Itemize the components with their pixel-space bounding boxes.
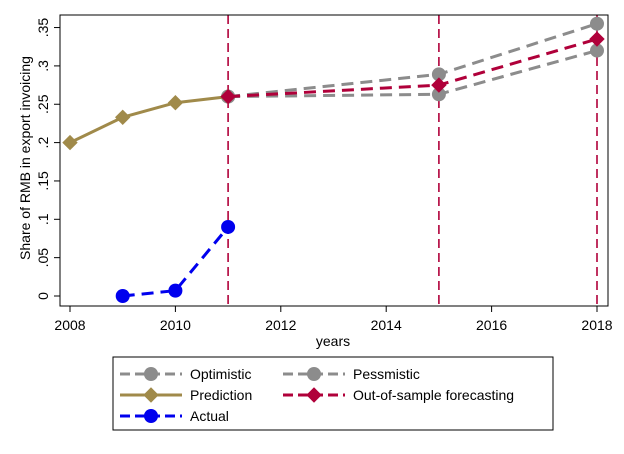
data-point [220, 88, 236, 105]
y-tick-label: .1 [35, 213, 51, 225]
legend-label: Out-of-sample forecasting [353, 387, 514, 403]
series-2 [62, 88, 236, 151]
data-point [431, 87, 446, 102]
y-tick-label: .25 [35, 94, 51, 114]
series-4 [115, 219, 236, 303]
x-tick-label: 2018 [581, 317, 612, 333]
x-tick-label: 2016 [476, 317, 507, 333]
series-line [228, 49, 598, 99]
legend-marker [144, 367, 158, 381]
y-tick-label: .35 [35, 18, 51, 38]
axes: 2008 2010 2012 2014 2016 2018 0 .05 .1 .15 .2 .25 .3… [35, 14, 613, 333]
series-line [227, 22, 598, 99]
legend: Optimistic Pessmistic Prediction Out-of-sam… [112, 356, 554, 431]
series-3 [220, 31, 605, 105]
series-0 [221, 16, 604, 104]
data-point [115, 289, 130, 303]
data-point [167, 95, 184, 111]
x-tick-label: 2010 [160, 317, 191, 333]
legend-label: Prediction [190, 387, 252, 403]
series-line [69, 95, 229, 144]
data-point [590, 16, 604, 31]
data-point [221, 219, 236, 234]
plot-area [62, 15, 605, 306]
data-point [590, 43, 604, 58]
legend-item-2: Prediction [120, 387, 252, 403]
y-tick-label: .05 [35, 248, 51, 268]
legend-label: Actual [190, 408, 229, 424]
plot-frame [59, 14, 609, 307]
y-tick-label: .15 [35, 171, 51, 191]
y-tick-label: .2 [35, 137, 51, 149]
data-point [589, 31, 605, 47]
legend-marker [307, 367, 321, 381]
legend-item-3: Out-of-sample forecasting [283, 387, 514, 403]
x-tick-label: 2012 [265, 317, 296, 333]
data-point [115, 109, 131, 125]
series-line [228, 37, 598, 99]
legend-item-4: Actual [120, 408, 229, 424]
y-tick-label: 0 [35, 292, 51, 300]
x-axis-label: years [316, 333, 350, 349]
x-tick-label: 2008 [54, 317, 85, 333]
legend-marker [143, 387, 159, 403]
legend-item-0: Optimistic [120, 366, 251, 382]
x-tick-label: 2014 [371, 317, 402, 333]
legend-marker [306, 387, 322, 403]
y-axis-label: Share of RMB in export invoicing [17, 56, 33, 260]
data-point [431, 67, 446, 82]
legend-item-1: Pessmistic [283, 366, 420, 382]
data-point [431, 77, 447, 93]
y-tick-label: .3 [35, 60, 51, 72]
data-point [168, 283, 183, 298]
legend-marker [144, 409, 158, 423]
data-point [62, 134, 78, 151]
series-1 [221, 43, 604, 104]
legend-label: Pessmistic [353, 366, 420, 382]
legend-label: Optimistic [190, 366, 251, 382]
